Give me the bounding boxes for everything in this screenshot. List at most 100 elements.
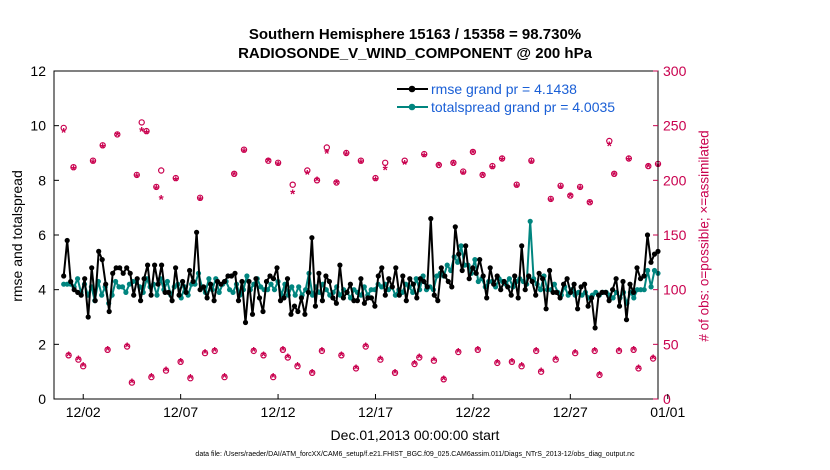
obs-possible-point [537,368,545,375]
obs-assimilated-point: * [383,162,389,177]
obs-possible-point [460,168,467,175]
obs-count-layer: * * * * * * * * * * * * * * * * * * * * * * * * * * * * * * * * * * * * * * * *… [60,119,661,391]
rmse-point [620,278,626,285]
spread-point [645,267,651,274]
obs-possible-point [323,144,330,151]
rmse-point [466,276,472,282]
rmse-point [197,287,203,293]
spread-point [206,276,212,282]
obs-assimilated-point: * [198,193,204,208]
x-tick-label: 12/02 [66,404,101,420]
obs-assimilated-point: * [490,161,496,176]
rmse-point [623,317,630,323]
legend-spread-label: totalspread grand pr = 4.0035 [431,99,615,115]
obs-assimilated-point: * [612,168,618,183]
rmse-point [152,262,158,268]
obs-assimilated-point: * [202,346,208,361]
obs-assimilated-point: * [353,361,359,376]
rmse-point [456,251,462,257]
spread-point [292,292,298,298]
rmse-point [375,273,381,279]
rmse-point [407,276,413,282]
y-tick-label: 12 [30,63,46,79]
spread-point [551,281,558,287]
rmse-point [82,276,88,282]
obs-assimilated-point: * [222,370,228,385]
obs-possible-point [450,159,457,166]
y-tick-label: 2 [38,336,46,352]
obs-assimilated-point: * [280,343,286,358]
y-tick-label: 6 [38,227,46,243]
legend-spread-marker [408,103,416,111]
obs-possible-point [260,352,267,359]
obs-assimilated-point: * [651,352,657,367]
obs-assimilated-point: * [470,146,476,161]
rmse-point [368,295,374,301]
obs-possible-point [99,142,106,149]
obs-possible-point [157,167,165,174]
rmse-point [253,276,259,282]
rmse-point [291,303,298,309]
rmse-point [277,298,284,304]
rmse-point [606,298,612,304]
obs-assimilated-point: * [548,194,554,209]
rmse-point [547,267,553,274]
spread-point [113,278,119,285]
spread-point [527,218,533,224]
obs-possible-point [416,354,423,361]
obs-assimilated-point: * [509,355,515,370]
rmse-point [124,265,130,271]
rmse-point [64,237,70,244]
obs-assimilated-point: * [154,182,160,197]
obs-possible-point [649,355,657,362]
spread-point [119,284,126,290]
rmse-point [589,295,595,301]
obs-possible-point [143,127,150,135]
rmse-point [347,281,353,287]
obs-possible-point [309,369,316,376]
obs-assimilated-point: * [324,146,330,161]
rmse-point [85,314,91,320]
obs-assimilated-point: * [480,169,486,184]
rmse-point [442,273,448,279]
rmse-point [641,273,647,279]
obs-possible-point [250,347,257,355]
obs-possible-point [596,371,603,379]
obs-possible-point [279,346,287,353]
x-tick-label: 12/07 [163,404,198,420]
obs-possible-point [430,357,438,364]
rmse-point [414,295,420,301]
obs-assimilated-point: * [358,156,364,171]
obs-assimilated-point: * [241,145,247,160]
y-axis-label: rmse and totalspread [9,170,25,302]
rmse-point [333,300,339,306]
obs-possible-point [421,150,428,158]
spread-point [475,278,481,285]
obs-possible-point [230,170,238,177]
spread-point [244,273,250,279]
obs-possible-point [547,195,555,203]
obs-assimilated-point: * [178,355,184,370]
rmse-point [463,243,469,249]
obs-possible-point [586,198,594,206]
rmse-point [526,273,532,279]
obs-possible-point [557,182,564,189]
y2-tick-label: 50 [663,336,679,352]
rmse-point [582,281,588,287]
obs-assimilated-point: * [626,154,632,169]
rmse-point [361,300,367,306]
rmse-point [71,287,77,293]
obs-assimilated-point: * [587,196,593,211]
rmse-point [326,278,332,285]
chart-title: Southern Hemisphere 15163 / 15358 = 98.7… [248,26,582,43]
obs-assimilated-point: * [310,366,316,381]
rmse-point [470,265,476,271]
obs-possible-point [211,347,218,355]
rmse-point [400,273,406,279]
rmse-point [428,216,434,222]
rmse-point [221,278,228,285]
rmse-point [477,257,483,263]
obs-possible-point [343,149,350,157]
obs-possible-point [611,170,618,177]
rmse-point [424,284,430,290]
